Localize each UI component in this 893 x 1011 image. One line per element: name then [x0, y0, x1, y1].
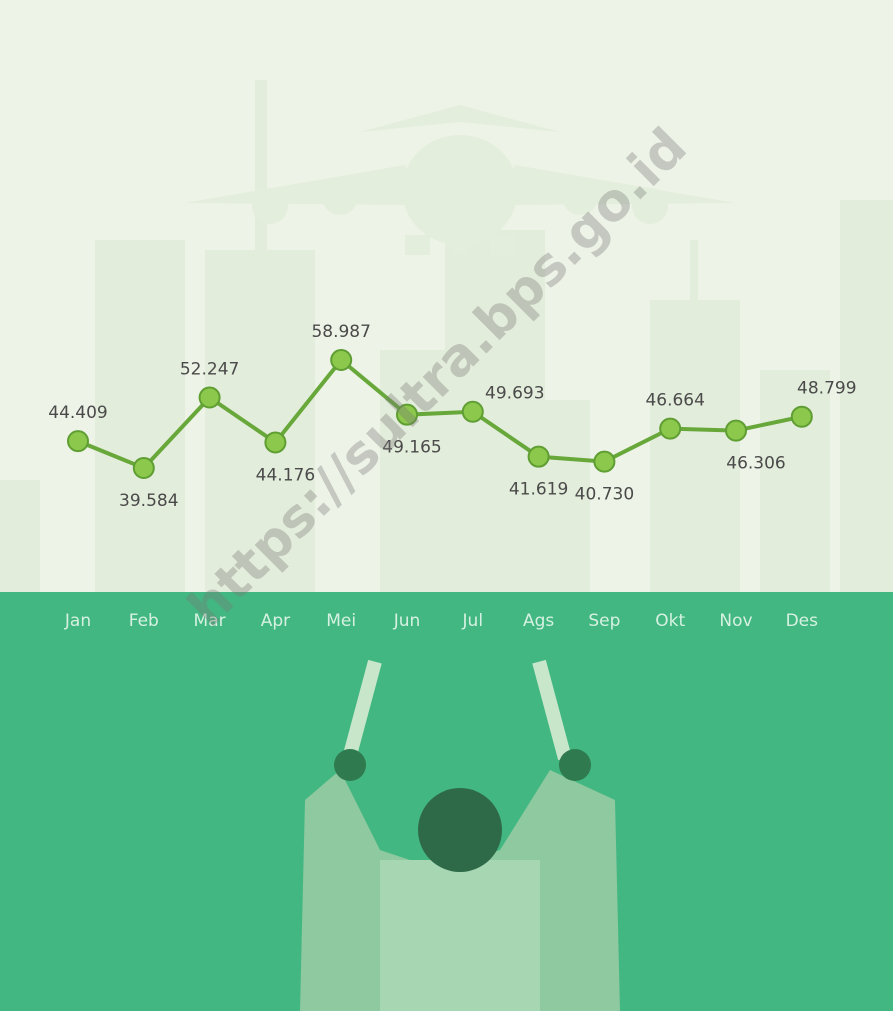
x-tick-label: Des: [786, 611, 819, 631]
x-tick-label: Ags: [523, 611, 554, 631]
infographic: 44.409Jan39.584Feb52.247Mar44.176Apr58.9…: [0, 0, 893, 1011]
value-label: 52.247: [180, 360, 239, 380]
point: [134, 458, 154, 478]
value-label: 39.584: [119, 491, 178, 511]
x-tick-label: Nov: [719, 611, 752, 631]
value-label: 46.306: [726, 454, 785, 474]
value-label: 44.409: [48, 403, 107, 423]
x-tick-label: Jun: [393, 611, 421, 631]
x-tick-label: Apr: [261, 611, 290, 631]
value-label: 49.693: [485, 384, 544, 404]
x-tick-label: Jul: [462, 611, 484, 631]
point: [792, 407, 812, 427]
point: [331, 350, 351, 370]
value-label: 41.619: [509, 480, 568, 500]
x-tick-label: Okt: [655, 611, 685, 631]
point: [200, 388, 220, 408]
point: [68, 431, 88, 451]
point: [529, 447, 549, 467]
point: [594, 452, 614, 472]
x-tick-label: Feb: [129, 611, 159, 631]
value-label: 58.987: [311, 322, 370, 342]
x-tick-label: Sep: [588, 611, 620, 631]
value-label: 48.799: [797, 379, 856, 399]
point: [463, 402, 483, 422]
value-label: 40.730: [575, 485, 634, 505]
value-label: 46.664: [645, 391, 704, 411]
point: [265, 432, 285, 452]
x-tick-label: Jan: [64, 611, 91, 631]
point: [726, 421, 746, 441]
x-tick-label: Mei: [326, 611, 356, 631]
point: [660, 419, 680, 439]
